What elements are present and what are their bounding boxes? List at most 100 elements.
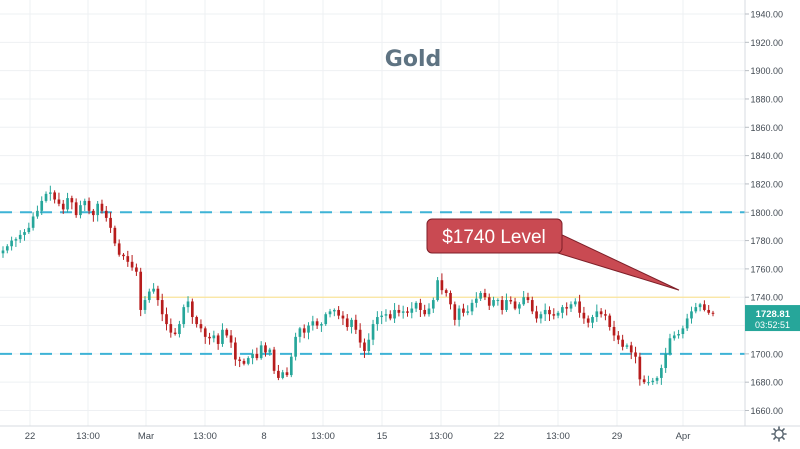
candle-body — [272, 349, 276, 371]
candle-body — [621, 339, 624, 347]
candle-body — [264, 345, 267, 353]
candle-body — [165, 314, 168, 325]
candle-body — [664, 353, 668, 369]
candle-body — [130, 261, 134, 268]
candle-body — [135, 267, 138, 272]
price-tick-label: 1660.00 — [750, 406, 783, 416]
time-tick-label: Apr — [676, 431, 691, 442]
candle-body — [677, 334, 680, 336]
candle-body — [393, 309, 396, 319]
grid — [0, 0, 745, 426]
candle-body — [629, 345, 633, 353]
price-tick-label: 1680.00 — [750, 378, 783, 388]
candle-body — [647, 382, 650, 384]
candle-body — [350, 319, 353, 327]
candle-body — [474, 298, 478, 303]
candle-body — [655, 377, 659, 381]
price-tick-label: 1780.00 — [750, 236, 783, 246]
candle-body — [496, 300, 500, 302]
candle-body — [363, 342, 366, 352]
candle-body — [92, 210, 95, 216]
candle-body — [332, 309, 336, 312]
candle-body — [341, 315, 345, 319]
candle-body — [208, 336, 211, 339]
candle-body — [548, 309, 551, 315]
candle-body — [324, 314, 328, 325]
candle-body — [505, 300, 508, 310]
candle-body — [315, 321, 319, 326]
candle-body — [685, 318, 689, 329]
candle-body — [66, 198, 69, 210]
candle-body — [255, 353, 259, 359]
candle-body — [139, 271, 143, 310]
candle-body — [10, 240, 13, 247]
candle-body — [634, 352, 637, 357]
candle-body — [414, 302, 418, 309]
candle-body — [40, 200, 44, 211]
time-tick-label: 8 — [261, 431, 266, 442]
candle-body — [87, 200, 91, 211]
candle-body — [582, 312, 586, 319]
candle-body — [354, 319, 358, 330]
candle-body — [242, 360, 246, 364]
candle-body — [23, 232, 26, 235]
candle-body — [53, 192, 56, 200]
candle-body — [380, 315, 384, 318]
candle-body — [578, 301, 581, 313]
annotation-group[interactable]: $1740 Level — [426, 218, 680, 291]
candle-body — [14, 239, 18, 241]
candle-body — [238, 359, 242, 361]
candle-body — [406, 311, 409, 313]
candle-body — [156, 288, 160, 301]
candle-body — [74, 202, 78, 216]
candle-body — [212, 335, 216, 339]
last-price-badge[interactable] — [745, 305, 800, 332]
annotation-box[interactable] — [426, 218, 563, 254]
candle-body — [169, 324, 173, 333]
candle-body — [466, 311, 470, 313]
candle-body — [470, 302, 474, 312]
candle-body — [513, 301, 517, 309]
candle-body — [277, 370, 280, 378]
candle-body — [307, 325, 310, 333]
candle-body — [320, 324, 323, 326]
candle-body — [122, 254, 125, 257]
candle-body — [539, 314, 543, 319]
level-lines — [0, 211, 745, 355]
candle-body — [225, 329, 229, 336]
price-tick-label: 1760.00 — [750, 264, 783, 274]
candle-body — [70, 198, 74, 203]
candle-body — [462, 308, 465, 313]
time-tick-label: 13:00 — [546, 431, 570, 442]
settings-gear-icon[interactable] — [771, 426, 787, 442]
candle-body — [595, 311, 599, 318]
candle-body — [298, 328, 302, 337]
price-tick-label: 1940.00 — [750, 10, 783, 20]
candle-body — [376, 317, 379, 325]
candle-body — [251, 353, 254, 359]
candle-body — [100, 203, 104, 211]
time-tick-label: 15 — [377, 431, 388, 442]
candle-body — [371, 324, 375, 340]
candle-body — [543, 309, 547, 315]
candle-body — [143, 300, 147, 310]
candle-body — [195, 317, 198, 325]
candle-body — [109, 217, 112, 228]
candle-body — [31, 216, 35, 228]
price-axis[interactable]: 1660.001680.001700.001720.001740.001760.… — [744, 0, 800, 426]
candle-body — [259, 345, 263, 359]
candle-body — [268, 349, 272, 353]
candle-body — [668, 338, 672, 354]
candle-body — [311, 321, 315, 326]
candle-body — [345, 318, 349, 327]
candle-body — [294, 336, 297, 357]
candle-body — [186, 301, 190, 308]
candle-body — [358, 329, 362, 343]
candle-body — [436, 280, 439, 301]
candle-body — [104, 210, 108, 218]
candle-body — [530, 300, 534, 312]
time-axis[interactable]: 22 13:00 Mar 13:00 8 13:00 15 13:00 22 13:00 29 Apr — [0, 425, 800, 442]
candle-body — [203, 328, 207, 337]
